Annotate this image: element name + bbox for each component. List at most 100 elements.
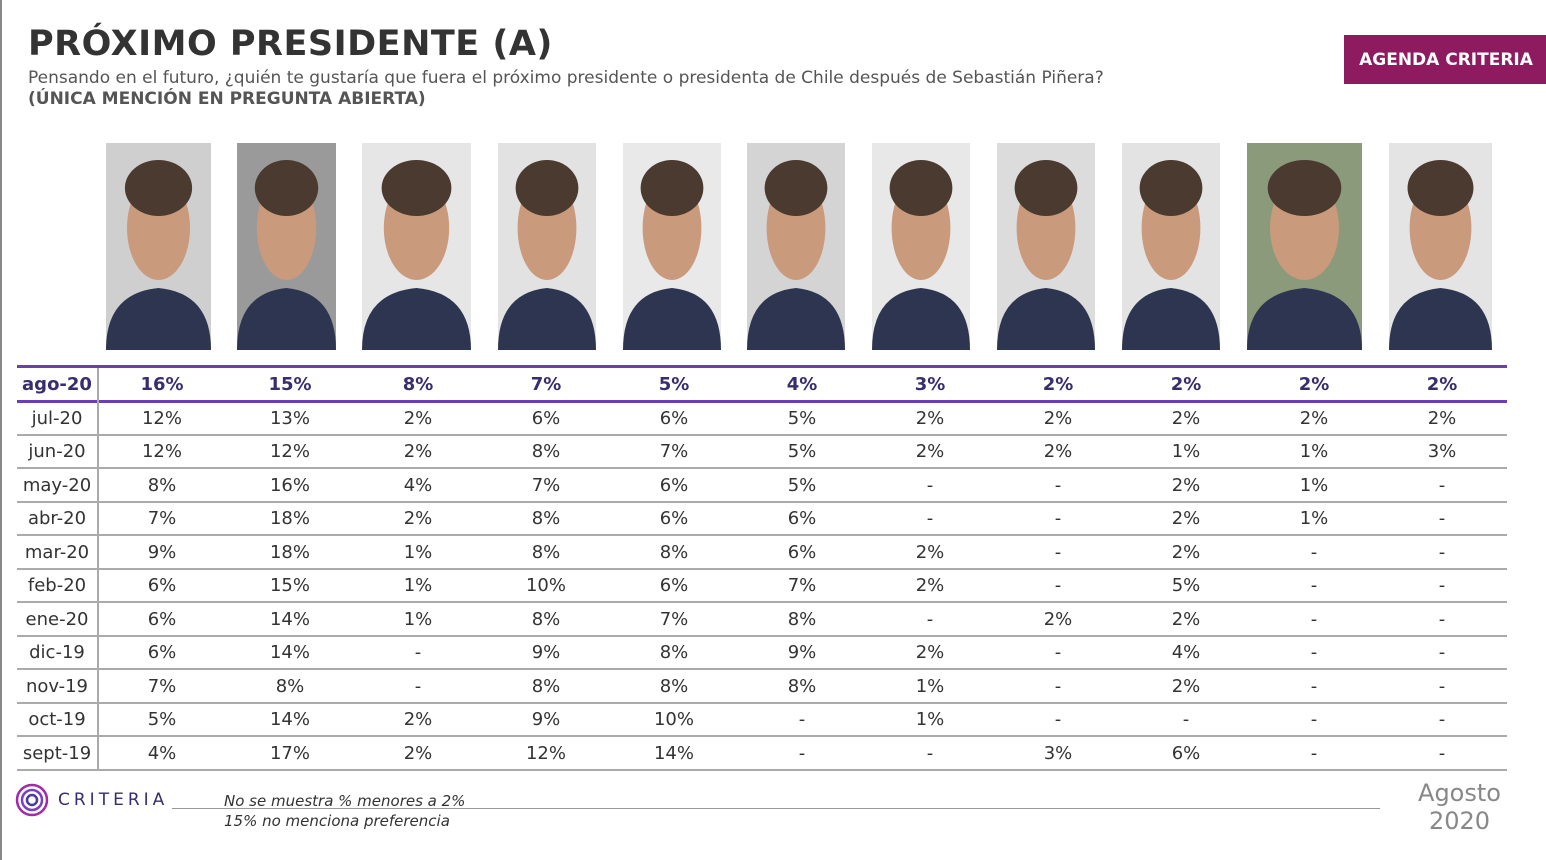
note: (ÚNICA MENCIÓN EN PREGUNTA ABIERTA) bbox=[28, 89, 426, 109]
cell: 1% bbox=[403, 575, 433, 596]
cell: - bbox=[926, 608, 934, 630]
candidate-photo bbox=[1122, 143, 1220, 350]
cell: 2% bbox=[1427, 407, 1457, 429]
cell: 2% bbox=[1171, 608, 1201, 630]
cell: 2% bbox=[915, 642, 945, 663]
title: PRÓXIMO PRESIDENTE (A) bbox=[28, 24, 553, 64]
footer-rule bbox=[172, 808, 1380, 809]
row-rule bbox=[17, 365, 1507, 368]
cell: 8% bbox=[531, 508, 561, 529]
row-label: ene-20 bbox=[25, 608, 89, 630]
cell: - bbox=[1310, 742, 1318, 764]
cell: 6% bbox=[787, 508, 817, 529]
candidate-photo bbox=[997, 143, 1095, 350]
cell: 5% bbox=[1171, 575, 1201, 596]
cell: 3% bbox=[1043, 742, 1073, 764]
candidate-photo bbox=[1389, 143, 1492, 350]
logo-icon bbox=[15, 783, 49, 817]
cell: 8% bbox=[531, 441, 561, 462]
row-label: abr-20 bbox=[27, 508, 87, 529]
cell: 8% bbox=[275, 675, 305, 697]
cell: 7% bbox=[531, 474, 561, 496]
cell: 5% bbox=[658, 374, 690, 395]
cell: 8% bbox=[659, 642, 689, 663]
silhouette bbox=[623, 160, 721, 350]
silhouette bbox=[747, 160, 845, 350]
cell: - bbox=[1438, 709, 1446, 730]
cell: 9% bbox=[531, 642, 561, 663]
cell: - bbox=[1054, 642, 1062, 663]
candidate-photo bbox=[747, 143, 845, 350]
cell: 2% bbox=[915, 407, 945, 429]
row-label: mar-20 bbox=[24, 541, 90, 563]
cell: - bbox=[1310, 709, 1318, 730]
cell: 7% bbox=[659, 441, 689, 462]
row-label: dic-19 bbox=[29, 642, 85, 663]
cell: 1% bbox=[403, 608, 433, 630]
cell: 2% bbox=[1043, 441, 1073, 462]
row-label: nov-19 bbox=[26, 675, 88, 697]
cell: 7% bbox=[787, 575, 817, 596]
cell: 4% bbox=[786, 374, 818, 395]
cell: 1% bbox=[1171, 441, 1201, 462]
cell: 15% bbox=[269, 575, 310, 596]
cell: 1% bbox=[915, 709, 945, 730]
cell: 10% bbox=[525, 575, 566, 596]
cell: 12% bbox=[141, 441, 182, 462]
cell: 18% bbox=[269, 508, 310, 529]
cell: 12% bbox=[525, 742, 566, 764]
cell: 1% bbox=[915, 675, 945, 697]
cell: 2% bbox=[403, 709, 433, 730]
silhouette bbox=[1122, 160, 1220, 350]
cell: 7% bbox=[147, 508, 177, 529]
cell: 2% bbox=[403, 742, 433, 764]
cell: 7% bbox=[530, 374, 562, 395]
cell: - bbox=[1438, 474, 1446, 496]
cell: 2% bbox=[1043, 407, 1073, 429]
cell: - bbox=[1310, 642, 1318, 663]
cell: - bbox=[1438, 742, 1446, 764]
cell: 16% bbox=[269, 474, 310, 496]
cell: 13% bbox=[269, 407, 310, 429]
footnote: No se muestra % menores a 2% bbox=[224, 792, 466, 810]
cell: 6% bbox=[659, 575, 689, 596]
cell: 6% bbox=[659, 407, 689, 429]
cell: 4% bbox=[147, 742, 177, 764]
cell: 9% bbox=[531, 709, 561, 730]
row-label: oct-19 bbox=[28, 709, 86, 730]
cell: 1% bbox=[1299, 441, 1329, 462]
cell: 4% bbox=[1171, 642, 1201, 663]
date-month: Agosto bbox=[1418, 779, 1501, 807]
cell: 6% bbox=[1171, 742, 1201, 764]
silhouette bbox=[362, 160, 471, 350]
cell: 14% bbox=[269, 608, 310, 630]
candidate-photo bbox=[237, 143, 336, 350]
cell: 3% bbox=[1427, 441, 1457, 462]
cell: 8% bbox=[531, 541, 561, 563]
row-label: jul-20 bbox=[31, 407, 83, 429]
cell: - bbox=[414, 642, 422, 663]
cell: - bbox=[1438, 541, 1446, 563]
cell: 2% bbox=[1171, 474, 1201, 496]
row-label: ago-20 bbox=[22, 374, 92, 395]
cell: - bbox=[1182, 709, 1190, 730]
cell: 6% bbox=[147, 608, 177, 630]
logo-text: CRITERIA bbox=[58, 790, 169, 810]
cell: 1% bbox=[1299, 508, 1329, 529]
cell: 1% bbox=[403, 541, 433, 563]
cell: 4% bbox=[403, 474, 433, 496]
cell: 5% bbox=[787, 474, 817, 496]
cell: 8% bbox=[531, 675, 561, 697]
cell: - bbox=[1438, 608, 1446, 630]
subtitle: Pensando en el futuro, ¿quién te gustarí… bbox=[28, 68, 1104, 88]
cell: 9% bbox=[787, 642, 817, 663]
cell: - bbox=[1438, 575, 1446, 596]
cell: 2% bbox=[1171, 675, 1201, 697]
row-label: sept-19 bbox=[22, 742, 92, 764]
cell: 9% bbox=[147, 541, 177, 563]
cell: 2% bbox=[915, 441, 945, 462]
cell: 2% bbox=[403, 407, 433, 429]
row-rule bbox=[17, 467, 1507, 469]
silhouette bbox=[498, 160, 596, 350]
